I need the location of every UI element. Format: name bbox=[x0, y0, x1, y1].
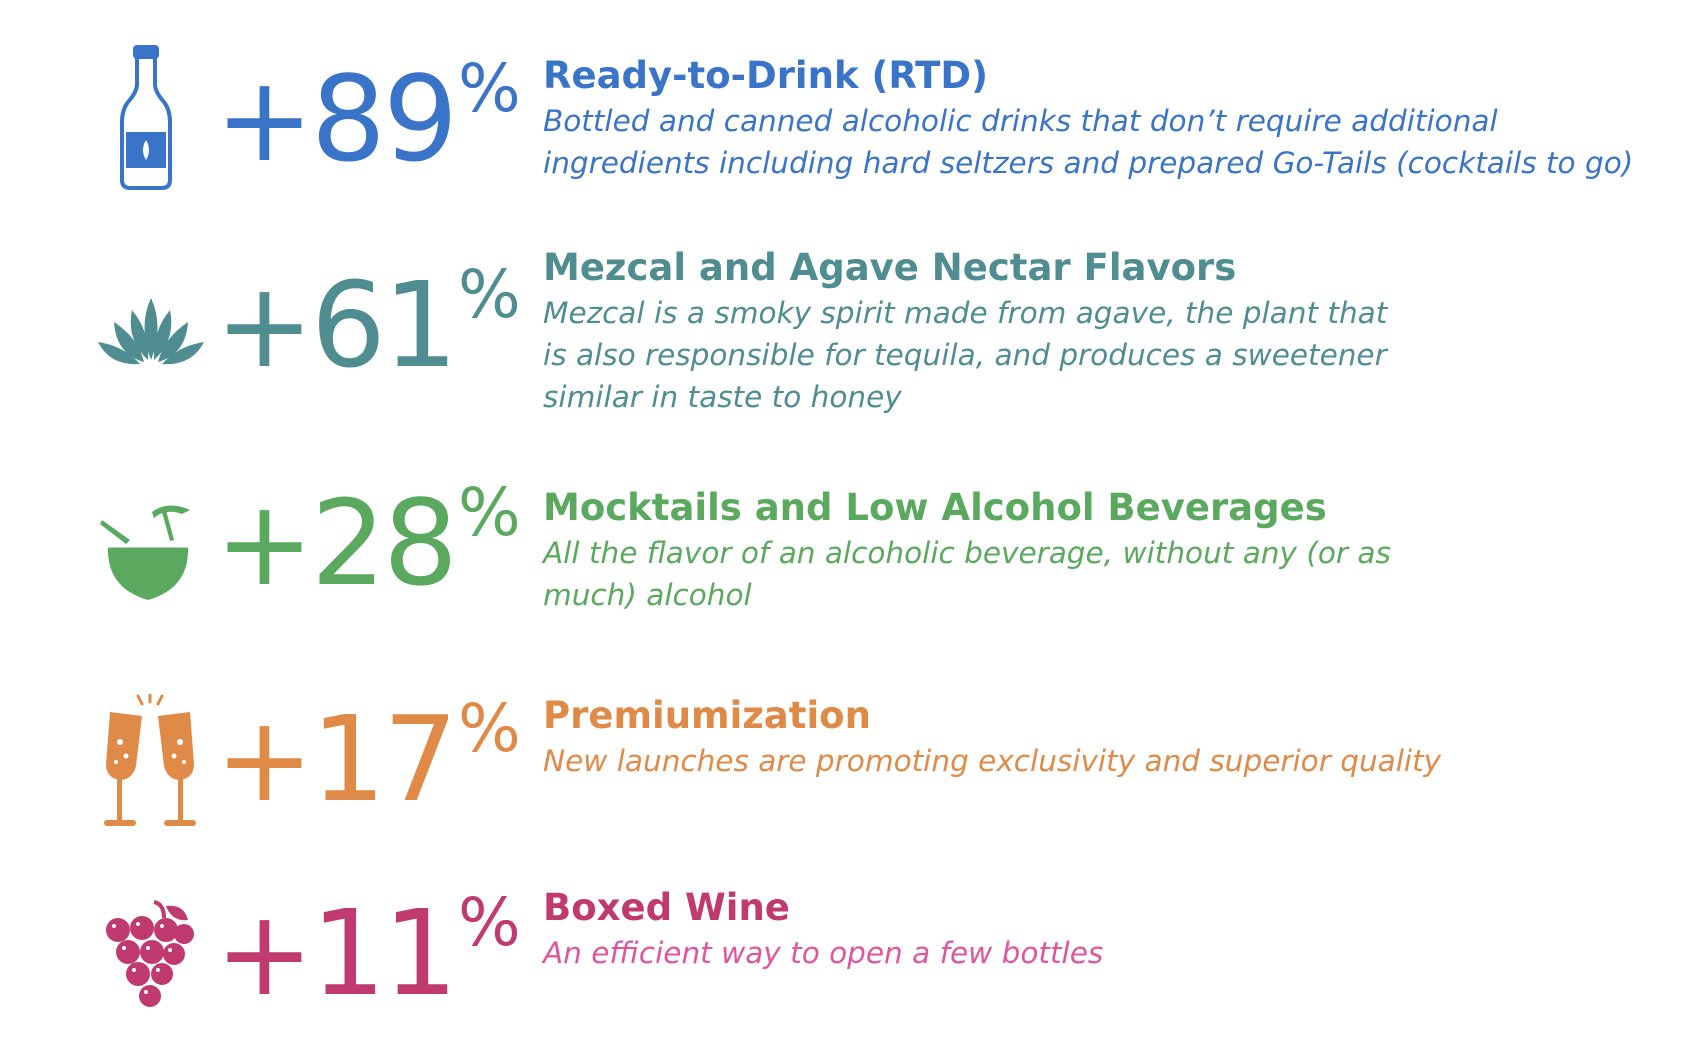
trend-description: Mezcal is a smoky spirit made from agave… bbox=[543, 292, 1663, 418]
trend-description: Bottled and canned alcoholic drinks that… bbox=[543, 100, 1663, 184]
description-line: Mezcal is a smoky spirit made from agave… bbox=[543, 296, 1388, 330]
description-line: All the flavor of an alcoholic beverage,… bbox=[543, 536, 1391, 570]
agave-plant-icon bbox=[98, 298, 204, 365]
trend-title: Mocktails and Low Alcohol Beverages bbox=[543, 486, 1327, 529]
stat-value: +17 bbox=[215, 690, 458, 828]
stat-value: +89 bbox=[215, 50, 458, 188]
stat-value: +61 bbox=[215, 256, 458, 394]
stat-percent: % bbox=[458, 474, 521, 551]
stat-percent: % bbox=[458, 256, 521, 333]
trend-description: An efficient way to open a few bottles bbox=[543, 932, 1663, 974]
description-line: Bottled and canned alcoholic drinks that… bbox=[543, 104, 1498, 138]
trend-description: All the flavor of an alcoholic beverage,… bbox=[543, 532, 1663, 616]
stat-percent: % bbox=[458, 884, 521, 961]
grapes-icon bbox=[106, 900, 194, 1007]
description-line: is also responsible for tequila, and pro… bbox=[543, 338, 1387, 372]
trend-description: New launches are promoting exclusivity a… bbox=[543, 740, 1663, 782]
description-line: much) alcohol bbox=[543, 578, 752, 612]
description-line: New launches are promoting exclusivity a… bbox=[543, 744, 1442, 778]
stat-percent: % bbox=[458, 690, 521, 767]
stat-mocktails: +28% bbox=[215, 474, 521, 612]
stat-mezcal: +61% bbox=[215, 256, 521, 394]
description-line: similar in taste to honey bbox=[543, 380, 902, 414]
stat-value: +11 bbox=[215, 884, 458, 1022]
stat-premiumization: +17% bbox=[215, 690, 521, 828]
stat-rtd: +89% bbox=[215, 50, 521, 188]
description-line: ingredients including hard seltzers and … bbox=[543, 146, 1634, 180]
trend-title: Boxed Wine bbox=[543, 886, 790, 929]
coconut-drink-icon bbox=[100, 505, 190, 600]
stat-percent: % bbox=[458, 50, 521, 127]
stat-boxed-wine: +11% bbox=[215, 884, 521, 1022]
trend-title: Ready-to-Drink (RTD) bbox=[543, 54, 989, 97]
bottle-icon bbox=[120, 45, 172, 190]
trend-title: Premiumization bbox=[543, 694, 871, 737]
champagne-toast-icon bbox=[104, 694, 196, 826]
trend-title: Mezcal and Agave Nectar Flavors bbox=[543, 246, 1237, 289]
stat-value: +28 bbox=[215, 474, 458, 612]
description-line: An efficient way to open a few bottles bbox=[543, 936, 1104, 970]
